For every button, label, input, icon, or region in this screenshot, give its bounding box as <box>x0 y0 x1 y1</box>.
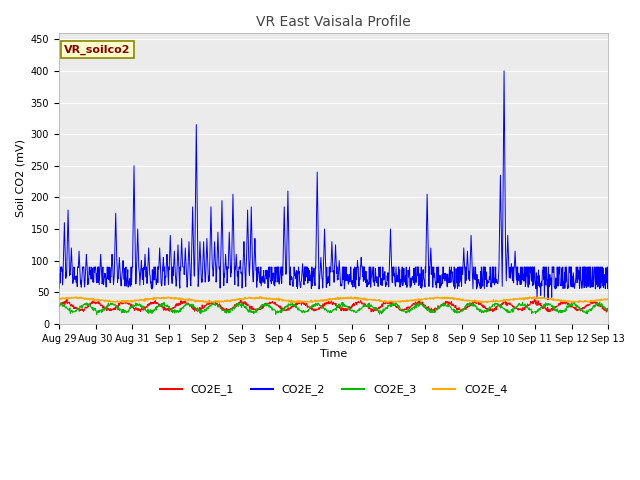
CO2E_2 <box>55 264 63 270</box>
Legend: CO2E_1, CO2E_2, CO2E_3, CO2E_4: CO2E_1, CO2E_2, CO2E_3, CO2E_4 <box>156 380 512 400</box>
CO2E_2 <box>500 68 508 74</box>
CO2E_3 <box>289 299 296 305</box>
CO2E_4 <box>368 297 376 303</box>
CO2E_1 <box>531 297 538 302</box>
CO2E_1 <box>288 303 296 309</box>
CO2E_1 <box>120 300 127 306</box>
CO2E_3 <box>55 302 63 308</box>
CO2E_3 <box>98 307 106 312</box>
CO2E_4 <box>55 296 63 301</box>
CO2E_4 <box>97 298 105 303</box>
CO2E_3 <box>120 309 128 315</box>
CO2E_4 <box>289 299 296 305</box>
CO2E_2 <box>288 275 296 280</box>
CO2E_3 <box>310 302 317 308</box>
X-axis label: Time: Time <box>320 349 347 359</box>
CO2E_4 <box>569 300 577 306</box>
CO2E_3 <box>604 306 612 312</box>
Title: VR East Vaisala Profile: VR East Vaisala Profile <box>256 15 411 29</box>
CO2E_2 <box>367 274 375 280</box>
Line: CO2E_2: CO2E_2 <box>59 71 608 300</box>
CO2E_1 <box>367 308 375 314</box>
CO2E_4 <box>256 294 264 300</box>
CO2E_3 <box>93 312 100 318</box>
CO2E_1 <box>300 300 307 305</box>
CO2E_2 <box>97 265 105 271</box>
CO2E_2 <box>120 267 127 273</box>
CO2E_4 <box>604 297 612 302</box>
CO2E_4 <box>120 299 127 305</box>
CO2E_1 <box>55 303 63 309</box>
CO2E_3 <box>289 303 296 309</box>
Y-axis label: Soil CO2 (mV): Soil CO2 (mV) <box>15 139 25 217</box>
CO2E_4 <box>310 298 317 304</box>
CO2E_2 <box>544 297 552 303</box>
CO2E_2 <box>604 276 612 282</box>
Line: CO2E_3: CO2E_3 <box>59 302 608 315</box>
Text: VR_soilco2: VR_soilco2 <box>65 45 131 55</box>
CO2E_1 <box>602 309 610 315</box>
CO2E_3 <box>300 308 308 314</box>
CO2E_1 <box>604 306 612 312</box>
CO2E_2 <box>309 268 317 274</box>
CO2E_4 <box>300 299 307 305</box>
CO2E_1 <box>309 306 317 312</box>
CO2E_1 <box>97 302 105 308</box>
Line: CO2E_1: CO2E_1 <box>59 300 608 312</box>
Line: CO2E_4: CO2E_4 <box>59 297 608 303</box>
CO2E_2 <box>300 272 307 278</box>
CO2E_3 <box>369 304 376 310</box>
